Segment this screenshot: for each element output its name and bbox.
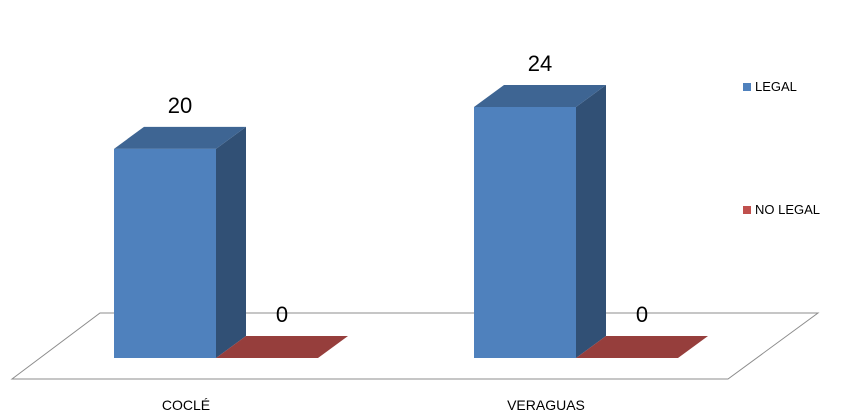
legend-label: LEGAL (755, 79, 797, 94)
data-label: 0 (276, 302, 288, 327)
category-axis-labels: COCLÉ VERAGUAS (162, 397, 585, 413)
legend-swatch (743, 83, 751, 91)
data-label: 24 (528, 51, 552, 76)
bars-layer (114, 85, 708, 358)
legend-item: NO LEGAL (743, 202, 820, 217)
bar-no-legal-1 (576, 336, 708, 358)
category-label: COCLÉ (162, 397, 210, 413)
data-label: 0 (636, 302, 648, 327)
bar-legal-1 (474, 85, 606, 358)
bar-no-legal-0 (216, 336, 348, 358)
bar-legal-0 (114, 126, 246, 358)
data-labels-layer: 20 0 24 0 (168, 51, 648, 327)
data-label: 20 (168, 93, 192, 118)
category-label: VERAGUAS (507, 397, 585, 413)
legend-swatch (743, 206, 751, 214)
legend-label: NO LEGAL (755, 202, 820, 217)
legend-item: LEGAL (743, 79, 797, 94)
legend: LEGAL NO LEGAL (743, 79, 820, 217)
